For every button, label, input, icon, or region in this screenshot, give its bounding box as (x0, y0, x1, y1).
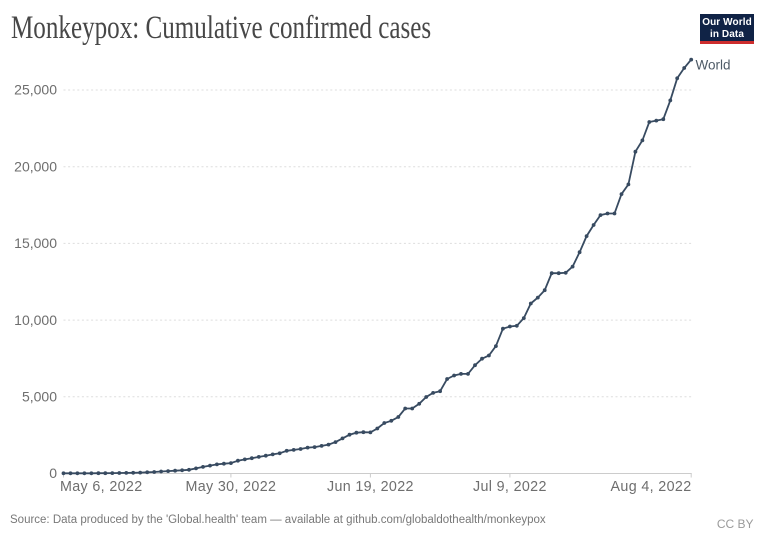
svg-text:15,000: 15,000 (14, 235, 57, 251)
svg-text:Jul 9, 2022: Jul 9, 2022 (473, 479, 547, 495)
svg-text:25,000: 25,000 (14, 82, 57, 98)
svg-text:Aug 4, 2022: Aug 4, 2022 (611, 479, 692, 495)
svg-text:May 6, 2022: May 6, 2022 (60, 479, 143, 495)
svg-text:20,000: 20,000 (14, 158, 57, 174)
svg-text:5,000: 5,000 (22, 389, 57, 405)
svg-text:May 30, 2022: May 30, 2022 (185, 479, 276, 495)
svg-text:10,000: 10,000 (14, 312, 57, 328)
svg-text:World: World (696, 58, 731, 73)
svg-text:Jun 19, 2022: Jun 19, 2022 (327, 479, 414, 495)
svg-text:0: 0 (49, 465, 57, 481)
